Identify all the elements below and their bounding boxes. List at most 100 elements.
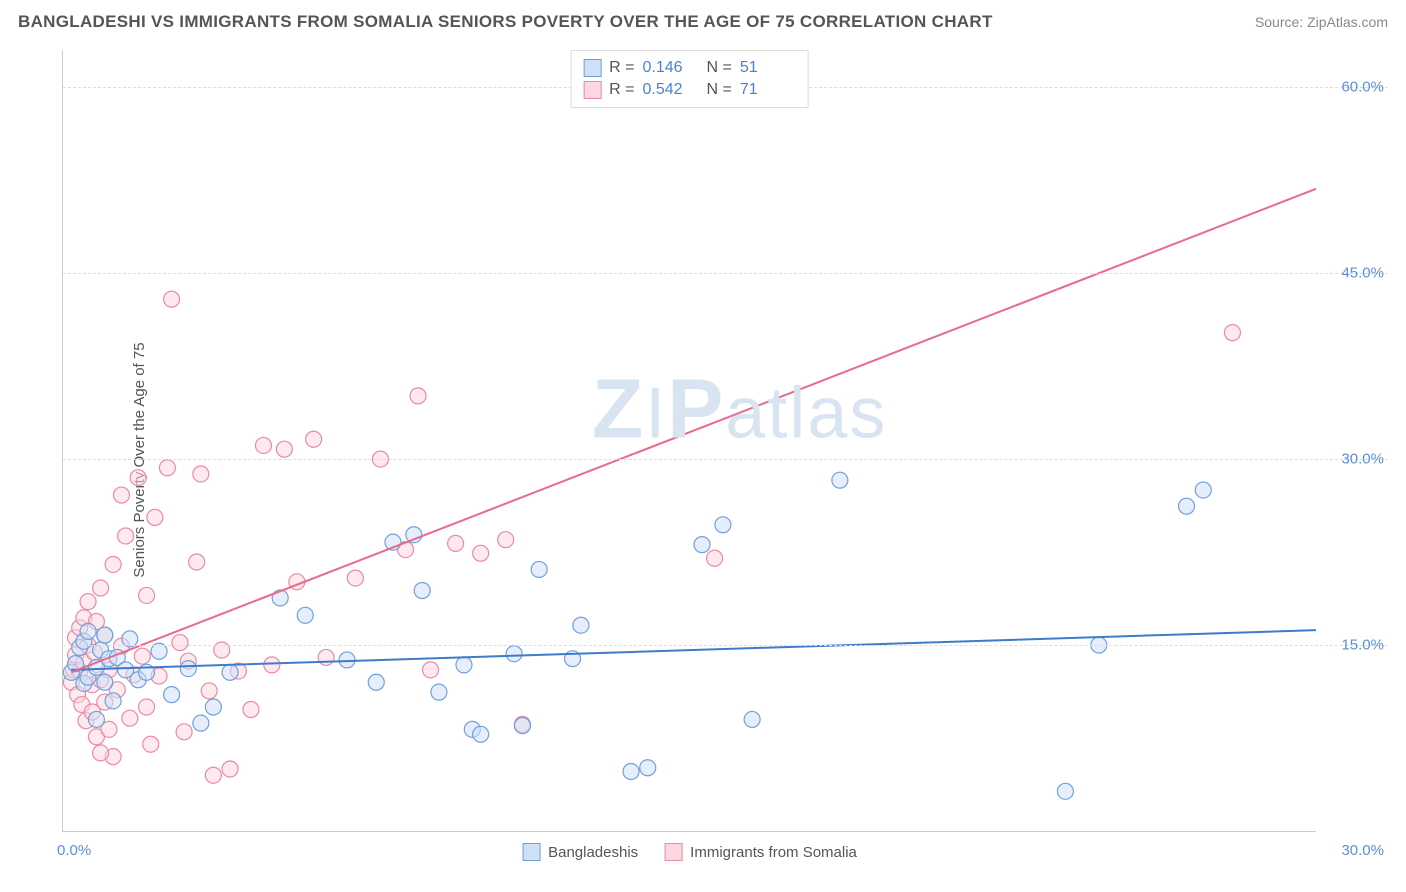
data-point xyxy=(243,702,259,718)
legend-stats: R = 0.146 N = 51 R = 0.542 N = 71 xyxy=(570,50,809,108)
data-point xyxy=(159,460,175,476)
gridline xyxy=(63,459,1388,460)
swatch-bangladeshis xyxy=(522,843,540,861)
data-point xyxy=(514,718,530,734)
r-value-bangladeshis: 0.146 xyxy=(643,59,699,77)
data-point xyxy=(368,674,384,690)
data-point xyxy=(473,726,489,742)
data-point xyxy=(193,466,209,482)
data-point xyxy=(134,648,150,664)
y-tick-label: 15.0% xyxy=(1341,637,1384,654)
data-point xyxy=(623,763,639,779)
data-point xyxy=(832,472,848,488)
data-point xyxy=(1057,783,1073,799)
data-point xyxy=(306,431,322,447)
data-point xyxy=(276,441,292,457)
data-point xyxy=(264,657,280,673)
n-value-bangladeshis: 51 xyxy=(740,59,796,77)
data-point xyxy=(180,661,196,677)
data-point xyxy=(139,699,155,715)
data-point xyxy=(297,607,313,623)
data-point xyxy=(193,715,209,731)
data-point xyxy=(97,674,113,690)
data-point xyxy=(147,509,163,525)
data-point xyxy=(1179,498,1195,514)
legend-item-somalia: Immigrants from Somalia xyxy=(664,843,857,861)
data-point xyxy=(93,745,109,761)
data-point xyxy=(143,736,159,752)
data-point xyxy=(715,517,731,533)
legend-item-bangladeshis: Bangladeshis xyxy=(522,843,638,861)
data-point xyxy=(88,711,104,727)
y-tick-label: 45.0% xyxy=(1341,265,1384,282)
n-label: N = xyxy=(707,81,732,99)
data-point xyxy=(255,437,271,453)
swatch-bangladeshis xyxy=(583,59,601,77)
data-point xyxy=(164,687,180,703)
data-point xyxy=(1224,325,1240,341)
data-point xyxy=(80,594,96,610)
chart-container: Seniors Poverty Over the Age of 75 ZIPat… xyxy=(28,46,1388,874)
data-point xyxy=(506,646,522,662)
data-point xyxy=(118,528,134,544)
x-tick-min: 0.0% xyxy=(57,842,91,859)
chart-title: BANGLADESHI VS IMMIGRANTS FROM SOMALIA S… xyxy=(18,12,993,32)
trend-line xyxy=(71,630,1316,670)
scatter-svg xyxy=(63,50,1316,831)
data-point xyxy=(423,662,439,678)
data-point xyxy=(97,627,113,643)
r-label: R = xyxy=(609,59,634,77)
plot-area: ZIPatlas R = 0.146 N = 51 R = 0.542 N = … xyxy=(62,50,1316,832)
gridline xyxy=(63,645,1388,646)
source-label: Source: ZipAtlas.com xyxy=(1255,14,1388,30)
y-tick-label: 60.0% xyxy=(1341,79,1384,96)
swatch-somalia xyxy=(664,843,682,861)
data-point xyxy=(1195,482,1211,498)
legend-label: Immigrants from Somalia xyxy=(690,844,857,861)
n-value-somalia: 71 xyxy=(740,81,796,99)
legend-stats-row: R = 0.146 N = 51 xyxy=(583,57,796,79)
trend-line xyxy=(71,189,1316,672)
data-point xyxy=(122,710,138,726)
data-point xyxy=(573,617,589,633)
data-point xyxy=(130,470,146,486)
data-point xyxy=(640,760,656,776)
data-point xyxy=(448,535,464,551)
data-point xyxy=(113,487,129,503)
data-point xyxy=(744,711,760,727)
swatch-somalia xyxy=(583,81,601,99)
legend-label: Bangladeshis xyxy=(548,844,638,861)
data-point xyxy=(201,683,217,699)
legend-stats-row: R = 0.542 N = 71 xyxy=(583,79,796,101)
data-point xyxy=(410,388,426,404)
gridline xyxy=(63,273,1388,274)
r-label: R = xyxy=(609,81,634,99)
data-point xyxy=(318,649,334,665)
data-point xyxy=(205,767,221,783)
data-point xyxy=(172,635,188,651)
legend-series: Bangladeshis Immigrants from Somalia xyxy=(522,843,857,861)
data-point xyxy=(456,657,472,673)
data-point xyxy=(498,532,514,548)
data-point xyxy=(694,537,710,553)
data-point xyxy=(347,570,363,586)
data-point xyxy=(80,623,96,639)
data-point xyxy=(222,761,238,777)
data-point xyxy=(164,291,180,307)
data-point xyxy=(473,545,489,561)
data-point xyxy=(189,554,205,570)
x-tick-max: 30.0% xyxy=(1341,842,1384,859)
data-point xyxy=(222,664,238,680)
data-point xyxy=(431,684,447,700)
r-value-somalia: 0.542 xyxy=(643,81,699,99)
data-point xyxy=(531,561,547,577)
data-point xyxy=(93,580,109,596)
data-point xyxy=(105,693,121,709)
y-tick-label: 30.0% xyxy=(1341,451,1384,468)
data-point xyxy=(205,699,221,715)
data-point xyxy=(176,724,192,740)
data-point xyxy=(414,583,430,599)
data-point xyxy=(707,550,723,566)
data-point xyxy=(139,587,155,603)
n-label: N = xyxy=(707,59,732,77)
